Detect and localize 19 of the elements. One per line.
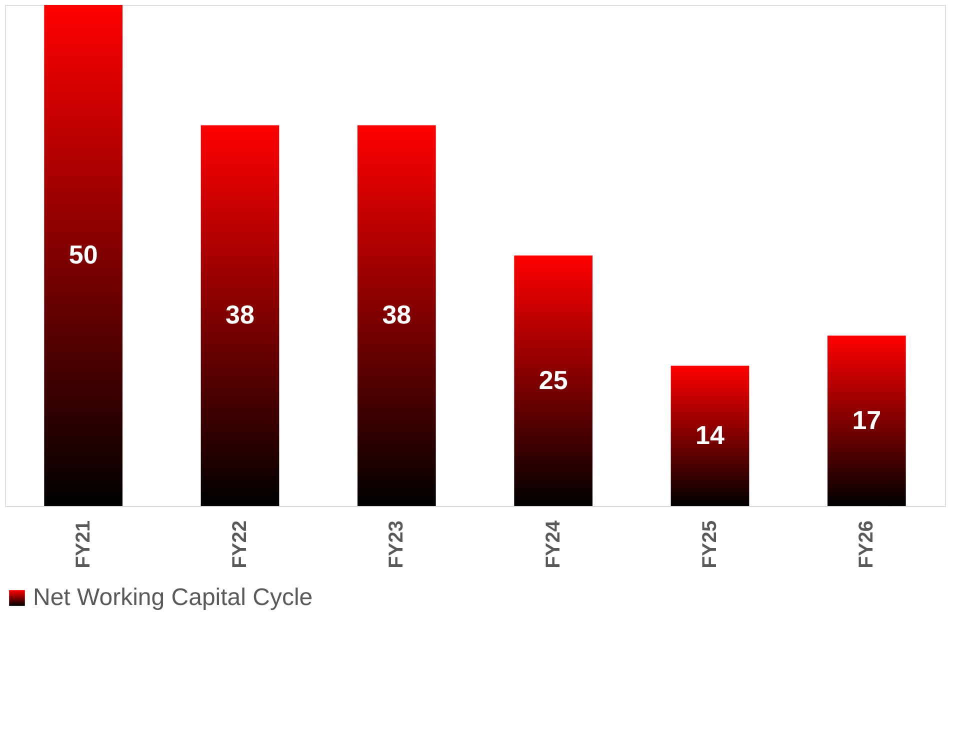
x-tick-label: FY26 — [856, 520, 878, 568]
bar — [200, 125, 280, 506]
bar — [44, 5, 122, 506]
bar — [514, 256, 592, 506]
data-label: 14 — [696, 420, 725, 450]
x-tick-label: FY21 — [72, 520, 94, 568]
bar — [358, 125, 436, 506]
data-label: 38 — [226, 300, 254, 330]
x-tick-label: FY24 — [542, 520, 564, 568]
legend-label: Net Working Capital Cycle — [33, 584, 313, 611]
x-tick-label: FY22 — [229, 520, 251, 568]
bar — [828, 336, 906, 506]
x-tick-label: FY23 — [386, 520, 408, 568]
data-label: 17 — [852, 404, 882, 435]
data-label: 25 — [538, 364, 568, 395]
data-label: 50 — [68, 240, 98, 270]
bar — [670, 366, 750, 506]
data-label: 38 — [382, 300, 412, 330]
x-tick-label: FY25 — [699, 520, 721, 568]
